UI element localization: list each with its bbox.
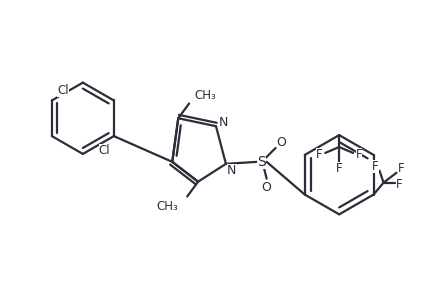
Text: CH₃: CH₃ xyxy=(194,89,216,102)
Text: N: N xyxy=(219,116,229,129)
Text: F: F xyxy=(372,160,379,173)
Text: Cl: Cl xyxy=(57,84,69,97)
Text: F: F xyxy=(336,162,342,175)
Text: F: F xyxy=(396,178,403,191)
Text: F: F xyxy=(356,148,363,161)
Text: Cl: Cl xyxy=(99,144,110,158)
Text: O: O xyxy=(276,136,286,148)
Text: N: N xyxy=(227,164,237,177)
Text: O: O xyxy=(262,181,272,194)
Text: F: F xyxy=(316,148,323,161)
Text: S: S xyxy=(257,155,266,169)
Text: F: F xyxy=(398,162,405,175)
Text: CH₃: CH₃ xyxy=(157,200,178,213)
